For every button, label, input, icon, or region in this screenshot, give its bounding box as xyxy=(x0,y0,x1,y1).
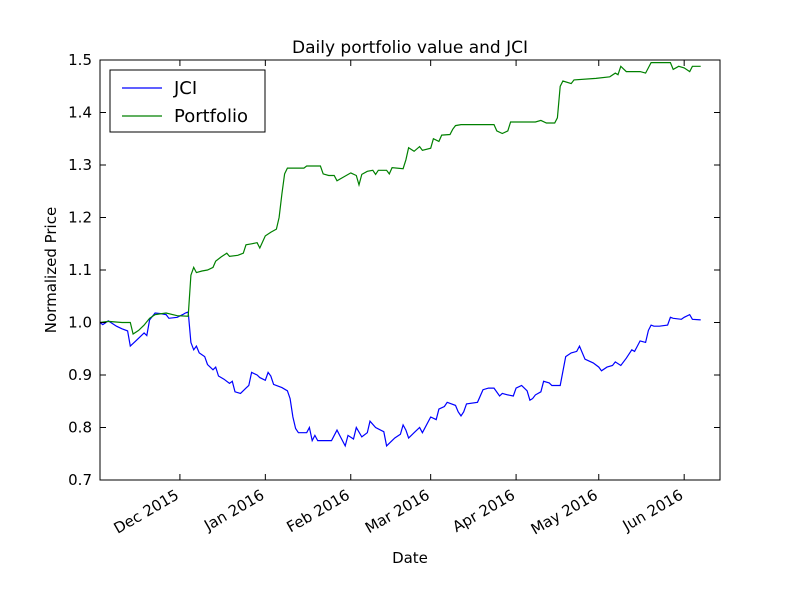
series-line-jci xyxy=(99,311,701,448)
y-tick-label: 1.4 xyxy=(68,104,92,122)
y-tick-label: 0.8 xyxy=(68,419,92,437)
x-tick-label: Jan 2016 xyxy=(200,486,267,535)
series-line-portfolio xyxy=(99,62,701,335)
x-tick-label: Jun 2016 xyxy=(619,486,686,535)
legend-label-jci: JCI xyxy=(173,78,197,99)
y-axis-title: Normalized Price xyxy=(42,207,60,333)
y-tick-label: 1.0 xyxy=(68,314,92,332)
legend-box xyxy=(109,69,266,133)
x-tick-label: Apr 2016 xyxy=(449,486,518,536)
chart-title: Daily portfolio value and JCI xyxy=(292,38,528,58)
x-tick-label: Dec 2015 xyxy=(111,486,182,538)
y-axis: 0.7 0.8 0.9 1.0 1.1 1.2 1.3 1.4 1.5 xyxy=(68,51,720,489)
x-tick-label: Feb 2016 xyxy=(284,486,353,536)
y-tick-label: 1.3 xyxy=(68,156,92,174)
y-tick-label: 1.5 xyxy=(68,51,92,69)
legend: JCI Portfolio xyxy=(109,69,266,133)
y-tick-label: 0.7 xyxy=(68,471,92,489)
legend-label-portfolio: Portfolio xyxy=(174,106,248,127)
y-tick-label: 1.1 xyxy=(68,261,92,279)
y-tick-label: 0.9 xyxy=(68,366,92,384)
x-tick-label: Mar 2016 xyxy=(362,486,433,537)
plot-area xyxy=(99,62,701,448)
y-tick-label: 1.2 xyxy=(68,209,92,227)
x-axis-title: Date xyxy=(392,549,428,567)
x-tick-label: May 2016 xyxy=(528,486,601,539)
